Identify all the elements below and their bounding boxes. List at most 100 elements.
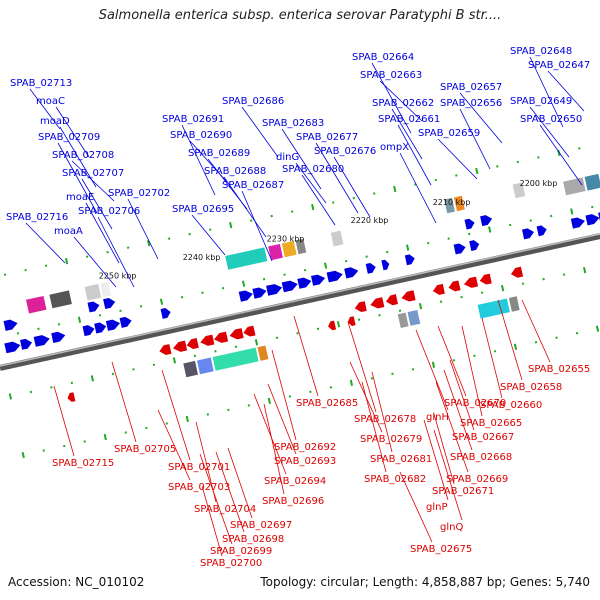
tick-mark [234, 345, 238, 348]
reverse-gene-label: SPAB_02658 [500, 382, 562, 393]
gene-feature-block [212, 347, 259, 371]
tick-mark [3, 273, 7, 276]
reverse-leader-line [449, 359, 475, 431]
reverse-gene-arrow [229, 328, 244, 340]
tick-mark [393, 185, 397, 193]
tick-mark [63, 444, 66, 448]
tick-mark [467, 232, 471, 236]
forward-leader-line [547, 70, 585, 112]
forward-gene-label: moaE [66, 192, 94, 203]
tick-mark [42, 449, 45, 452]
forward-gene-arrow [87, 301, 100, 313]
tick-mark [64, 258, 69, 265]
gene-feature-block [512, 182, 526, 199]
tick-mark [344, 259, 348, 263]
reverse-gene-label: SPAB_02670 [444, 398, 506, 409]
tick-mark [411, 368, 415, 371]
forward-leader-line [81, 178, 113, 230]
forward-leader-line [281, 128, 322, 190]
gene-feature-block [84, 283, 102, 301]
forward-gene-label: SPAB_02656 [440, 98, 502, 109]
tick-mark [37, 327, 40, 331]
gene-feature-block [295, 238, 307, 255]
tick-label: 2240 kbp [183, 253, 221, 262]
tick-label: 2230 kbp [267, 235, 305, 244]
tick-mark [570, 208, 574, 215]
forward-gene-label: SPAB_02707 [62, 168, 124, 179]
tick-label: 2210 kbp [433, 198, 471, 207]
tick-mark [111, 372, 115, 376]
tick-mark [550, 214, 553, 218]
tick-mark [241, 280, 246, 287]
tick-mark [70, 381, 74, 385]
forward-gene-arrow [469, 240, 480, 251]
forward-gene-arrow [585, 214, 600, 226]
forward-gene-label: SPAB_02650 [520, 114, 582, 125]
forward-gene-label: moaA [54, 226, 83, 237]
tick-mark [201, 291, 204, 294]
tick-mark [406, 244, 410, 251]
forward-gene-arrow [33, 335, 50, 347]
forward-gene-label: SPAB_02689 [188, 148, 250, 159]
forward-gene-arrow [252, 287, 267, 299]
reverse-leader-line [423, 419, 449, 501]
reverse-gene-label: SPAB_02655 [528, 364, 590, 375]
reverse-gene-arrow [243, 325, 256, 337]
forward-leader-line [301, 174, 336, 226]
tick-mark [119, 309, 122, 312]
forward-leader-line [399, 152, 437, 224]
forward-leader-line [295, 162, 327, 204]
forward-leader-line [371, 62, 412, 134]
forward-gene-arrow [453, 243, 466, 255]
tick-mark [434, 178, 437, 182]
forward-gene-arrow [480, 215, 493, 227]
forward-gene-arrow [297, 277, 312, 289]
tick-mark [283, 273, 286, 276]
tick-mark [460, 295, 463, 299]
gene-feature-block [584, 173, 600, 191]
tick-mark [329, 386, 333, 389]
forward-gene-label: moaD [40, 116, 70, 127]
gene-feature-block [183, 360, 198, 378]
tick-mark [44, 264, 48, 267]
gene-feature-block [508, 296, 520, 312]
reverse-gene-label: SPAB_02704 [194, 504, 256, 515]
forward-gene-arrow [266, 284, 283, 296]
forward-leader-line [459, 108, 491, 170]
forward-gene-arrow [381, 259, 390, 271]
forward-leader-line [57, 142, 98, 214]
reverse-leader-line [267, 383, 297, 455]
forward-gene-arrow [570, 217, 585, 229]
tick-mark [147, 240, 151, 247]
reverse-leader-line [437, 325, 467, 397]
reverse-gene-arrow [328, 320, 337, 331]
forward-gene-label: SPAB_02695 [172, 204, 234, 215]
forward-gene-label: ompX [380, 142, 409, 153]
forward-leader-line [97, 216, 135, 288]
forward-gene-label: moaC [36, 96, 65, 107]
forward-gene-label: SPAB_02680 [282, 164, 344, 175]
tick-mark [296, 332, 299, 335]
tick-mark [83, 440, 86, 443]
forward-leader-line [391, 108, 423, 160]
reverse-gene-label: SPAB_02668 [450, 452, 512, 463]
forward-leader-line [191, 214, 226, 256]
forward-gene-label: SPAB_02648 [510, 46, 572, 57]
tick-mark [480, 291, 484, 294]
tick-mark [250, 219, 253, 222]
forward-gene-arrow [4, 341, 21, 354]
reverse-gene-arrow [448, 280, 461, 292]
reverse-leader-line [435, 381, 469, 473]
forward-leader-line [539, 124, 583, 186]
forward-gene-arrow [536, 225, 547, 237]
reverse-gene-label: SPAB_02701 [168, 462, 230, 473]
forward-gene-arrow [238, 290, 253, 302]
forward-gene-arrow [160, 308, 171, 319]
tick-mark [98, 314, 102, 317]
tick-mark [214, 350, 217, 353]
reverse-gene-arrow [401, 290, 416, 302]
reverse-leader-line [361, 381, 387, 473]
forward-gene-arrow [105, 319, 121, 331]
forward-leader-line [25, 222, 66, 264]
